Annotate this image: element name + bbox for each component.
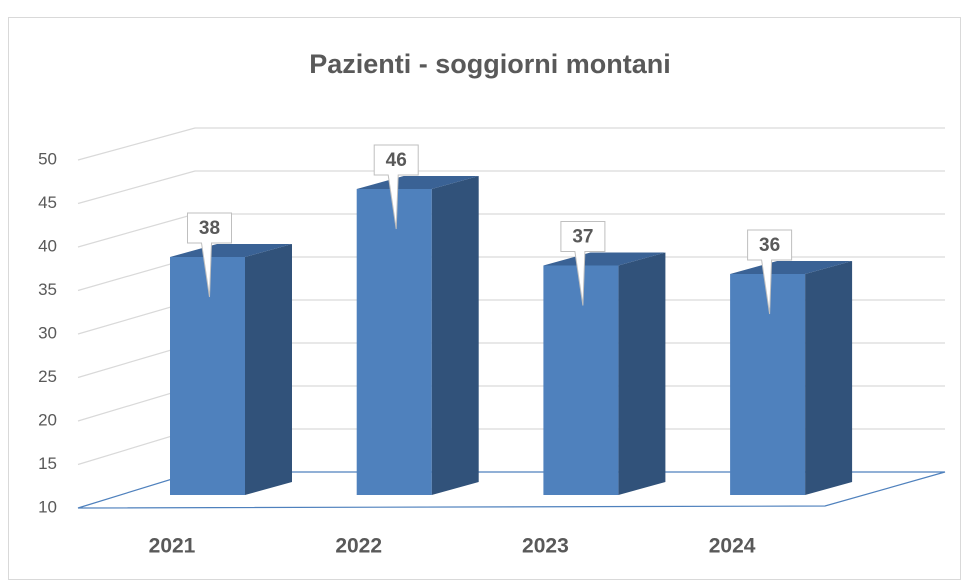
x-tick-label: 2024 [709, 535, 756, 558]
bar [543, 265, 619, 495]
x-tick-label: 2021 [149, 535, 196, 558]
bar-side [618, 252, 666, 495]
data-label: 37 [572, 227, 593, 248]
data-label: 38 [199, 218, 220, 239]
floor [77, 471, 946, 509]
y-tick-label: 20 [38, 410, 57, 429]
bar-top [730, 261, 853, 274]
x-tick-label: 2022 [335, 535, 382, 558]
y-tick-label: 40 [38, 236, 57, 255]
y-tick-label: 35 [38, 280, 57, 299]
y-tick-label: 10 [38, 497, 57, 516]
chart-title: Pazienti - soggiorni montani [309, 49, 671, 79]
data-label-callout [747, 229, 793, 315]
data-label-callout [373, 144, 419, 230]
data-label: 46 [386, 150, 407, 171]
bar [170, 257, 245, 495]
data-label-callout [187, 212, 232, 298]
bar-side [805, 261, 853, 495]
y-tick-label: 25 [38, 367, 57, 386]
grid-line [77, 127, 945, 161]
data-label-callout [560, 221, 606, 306]
grid-line [77, 170, 945, 205]
bar-top [543, 252, 666, 266]
bar-top [356, 176, 479, 189]
data-label: 36 [759, 235, 780, 256]
y-tick-label: 45 [38, 193, 57, 212]
bar [730, 274, 806, 495]
x-tick-label: 2023 [522, 535, 569, 558]
bar-side [245, 244, 292, 495]
y-tick-label: 15 [38, 454, 57, 473]
y-tick-label: 30 [38, 323, 57, 342]
bar-top [170, 244, 292, 257]
bar [356, 189, 432, 495]
bar-side [431, 176, 479, 495]
y-tick-label: 50 [38, 149, 57, 168]
